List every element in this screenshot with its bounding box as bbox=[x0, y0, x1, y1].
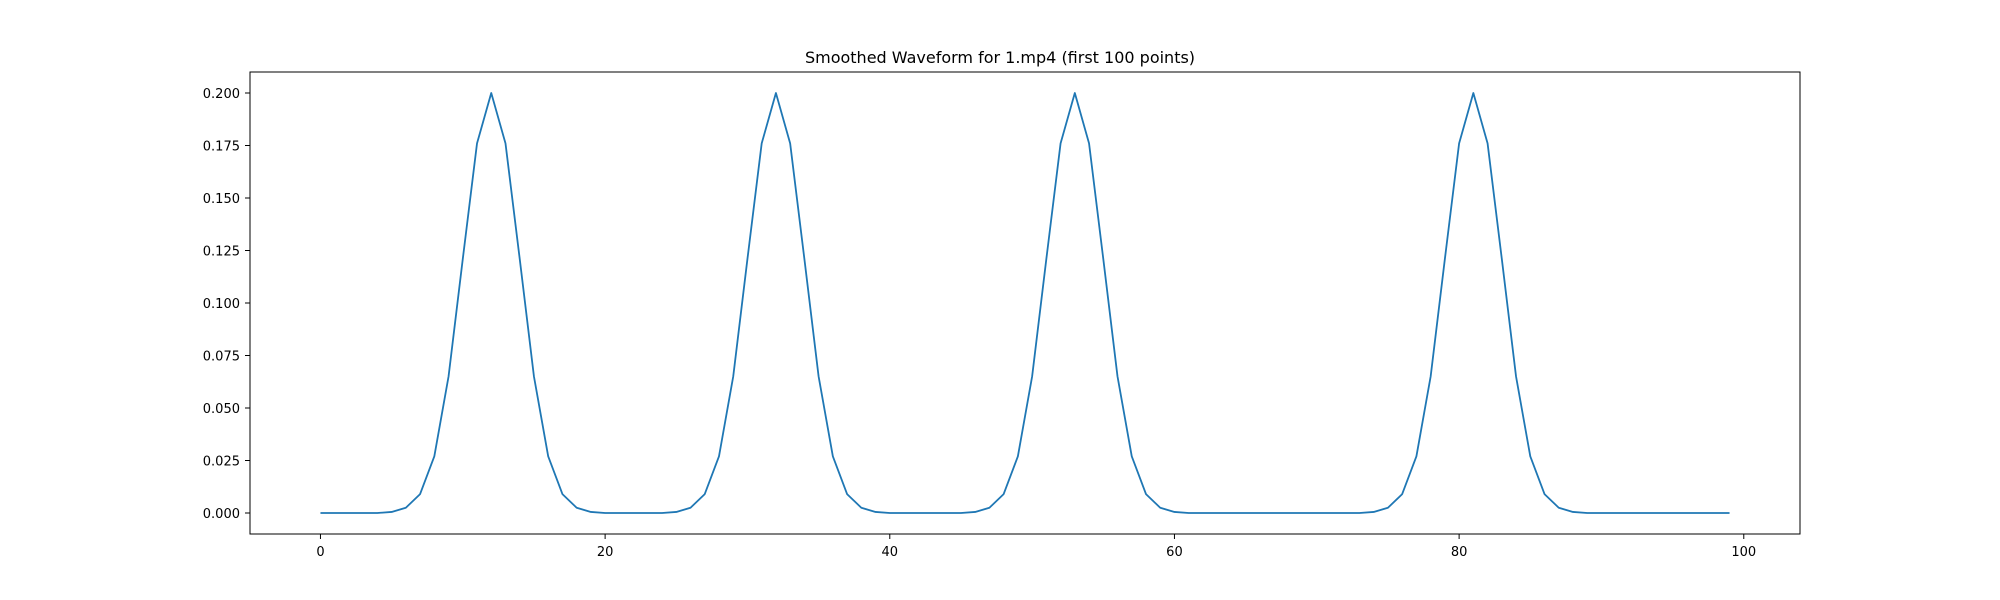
plot-frame bbox=[249, 71, 1801, 535]
y-tick-label: 0.125 bbox=[203, 245, 240, 260]
y-tick-label: 0.150 bbox=[203, 192, 240, 207]
x-tick-label: 0 bbox=[316, 545, 324, 560]
y-tick-label: 0.050 bbox=[203, 402, 240, 417]
axes: 0 20 40 60 80 100 0.000 0.025 0.050 0.075 0.100 0.1… bbox=[203, 87, 1756, 560]
x-tick-label: 100 bbox=[1731, 545, 1756, 560]
x-tick-label: 80 bbox=[1451, 545, 1468, 560]
series-line-0 bbox=[320, 92, 1730, 514]
y-tick-label: 0.200 bbox=[203, 87, 240, 102]
x-tick-label: 20 bbox=[597, 545, 614, 560]
y-tick-label: 0.175 bbox=[203, 140, 240, 155]
y-tick-label: 0.100 bbox=[203, 297, 240, 312]
chart-title: Smoothed Waveform for 1.mp4 (first 100 p… bbox=[805, 48, 1195, 67]
y-tick-label: 0.025 bbox=[203, 455, 240, 470]
x-tick-label: 40 bbox=[882, 545, 899, 560]
series-group bbox=[320, 92, 1730, 514]
x-tick-label: 60 bbox=[1166, 545, 1183, 560]
y-tick-label: 0.075 bbox=[203, 350, 240, 365]
y-tick-label: 0.000 bbox=[203, 507, 240, 522]
